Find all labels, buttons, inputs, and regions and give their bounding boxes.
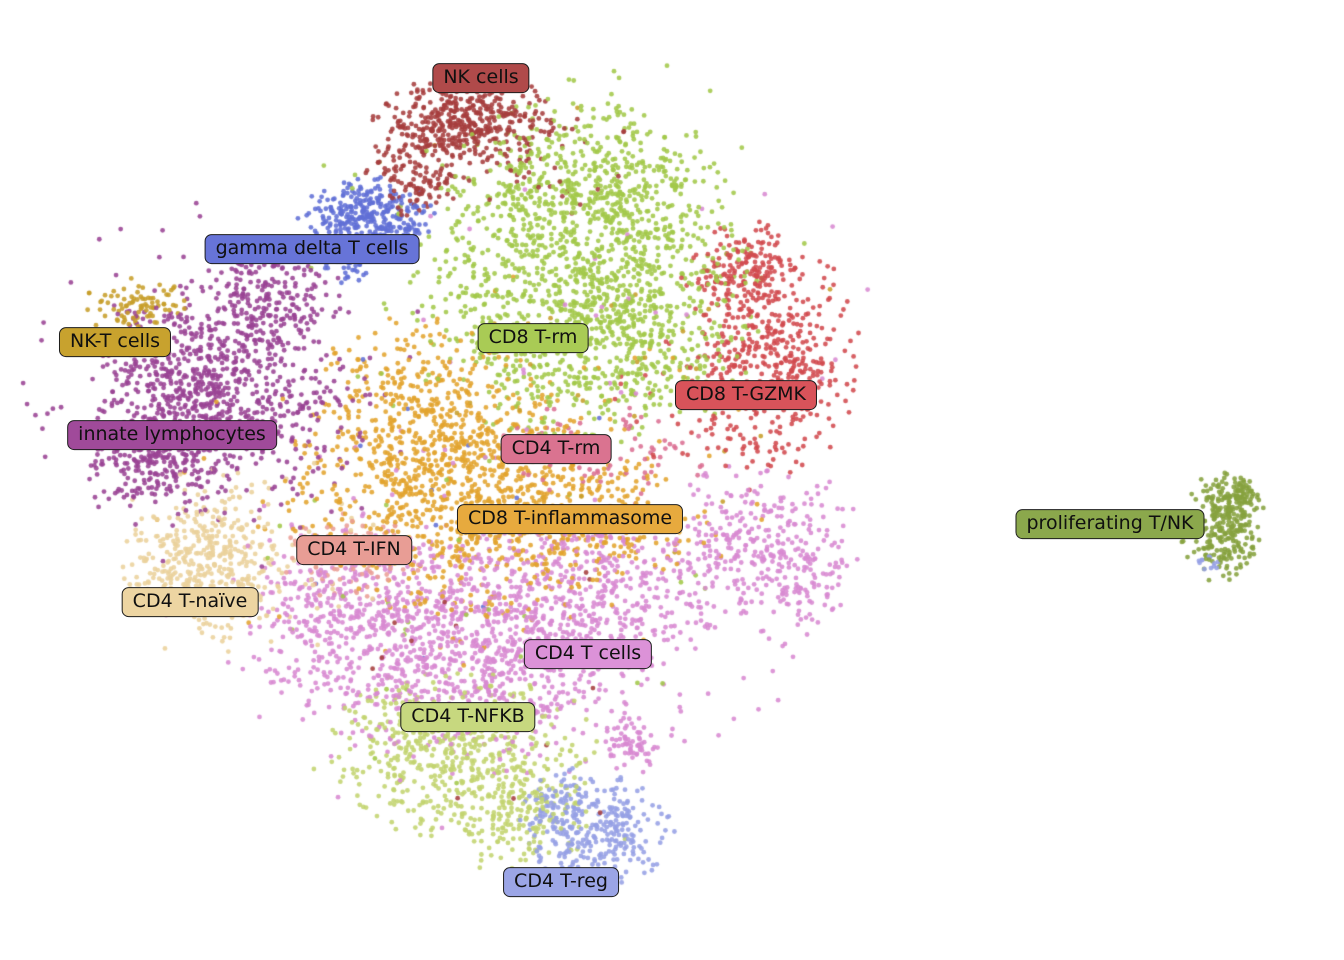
scatter-plot-canvas	[0, 0, 1344, 960]
umap-figure: CD8 T-rm CD8 T-inflammasome CD4 T cells inn…	[0, 0, 1344, 960]
